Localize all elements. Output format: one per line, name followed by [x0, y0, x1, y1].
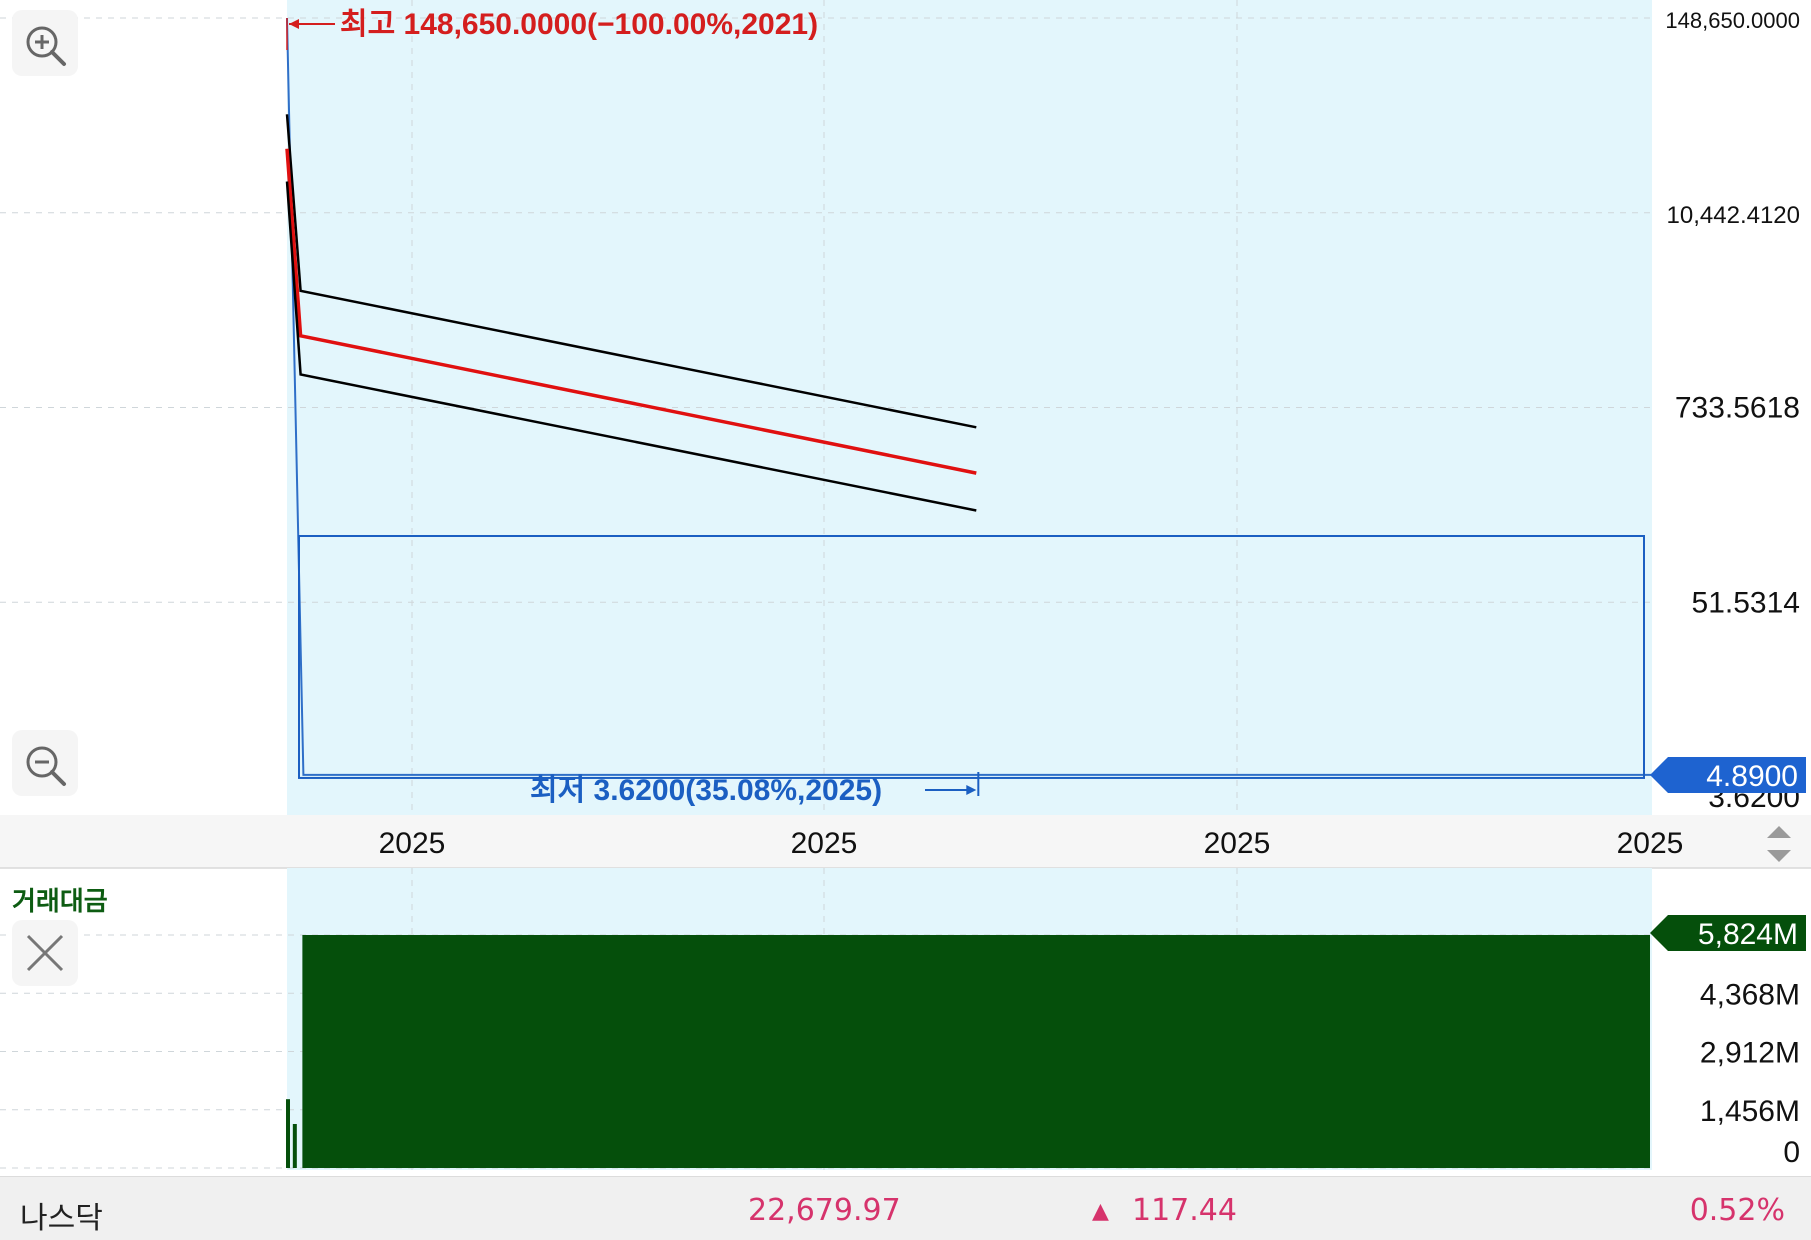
series-line [285, 114, 977, 429]
chart-canvas: 최고 148,650.0000(−100.00%,2021) 최저 3.6200… [0, 0, 1811, 1170]
low-annotation: 최저 3.6200(35.08%,2025) [530, 774, 882, 807]
current-price-label: 4.8900 [1706, 760, 1798, 793]
series-line [285, 181, 977, 512]
x-tick-label: 2025 [791, 827, 858, 860]
price-tick-label: 733.5618 [1675, 392, 1800, 425]
volume-tick-label: 0 [1783, 1136, 1800, 1169]
current-volume-badge [1650, 915, 1806, 951]
volume-bar [292, 1123, 297, 1168]
series-line [285, 148, 977, 475]
price-y-axis: 148,650.000010,442.4120733.561851.53143.… [1665, 8, 1800, 814]
volume-tick-label: 2,912M [1700, 1037, 1800, 1070]
index-change-percent: 0.52% [1689, 1193, 1785, 1228]
zoom-out-icon [26, 746, 66, 786]
zoom-out-button[interactable] [12, 730, 78, 796]
price-panel-background [0, 0, 1811, 869]
price-tick-label: 51.5314 [1692, 586, 1800, 619]
scroll-arrows-button[interactable] [1755, 818, 1803, 870]
low-range-box [298, 535, 1645, 779]
volume-panel-title: 거래대금 [12, 887, 108, 917]
annotations: 최고 148,650.0000(−100.00%,2021) 최저 3.6200… [286, 8, 1645, 807]
volume-tick-label: 4,368M [1700, 978, 1800, 1011]
price-plot-area [287, 0, 1652, 815]
value-badges: 4.8900 5,824M [1650, 756, 1806, 951]
volume-bar [302, 935, 1650, 1168]
x-tick-label: 2025 [1617, 827, 1684, 860]
volume-bars [286, 935, 1650, 1168]
x-tick-label: 2025 [1204, 827, 1271, 860]
x-axis: 2025 2025 2025 2025 [379, 827, 1684, 860]
grid-lines [0, 0, 1652, 1170]
up-down-arrows-icon [1767, 826, 1791, 862]
close-icon [26, 934, 64, 972]
zoom-in-button[interactable] [12, 10, 78, 76]
current-price-badge [1650, 756, 1806, 793]
index-value: 22,679.97 [748, 1193, 901, 1228]
index-name: 나스닥 [20, 1201, 103, 1236]
change-arrow-icon: ▲ [1092, 1199, 1109, 1224]
index-change: 117.44 [1132, 1193, 1237, 1228]
volume-y-axis: 0 1,456M 2,912M 4,368M [1700, 978, 1800, 1169]
low-annotation-arrowhead [966, 785, 977, 795]
price-tick-label: 148,650.0000 [1665, 8, 1800, 33]
high-annotation-arrowhead [289, 19, 299, 29]
x-tick-label: 2025 [379, 827, 446, 860]
price-tick-label: 10,442.4120 [1667, 202, 1800, 229]
x-axis-band [0, 815, 1811, 868]
current-volume-label: 5,824M [1698, 918, 1798, 951]
volume-bar [286, 1099, 290, 1168]
high-annotation: 최고 148,650.0000(−100.00%,2021) [340, 8, 818, 41]
close-indicator-button[interactable] [12, 920, 78, 986]
price-series [285, 17, 1652, 776]
zoom-in-icon [26, 26, 66, 66]
volume-tick-label: 1,456M [1700, 1095, 1800, 1128]
index-ticker-bar: 나스닥 22,679.97 ▲ 117.44 0.52% [0, 1176, 1811, 1240]
